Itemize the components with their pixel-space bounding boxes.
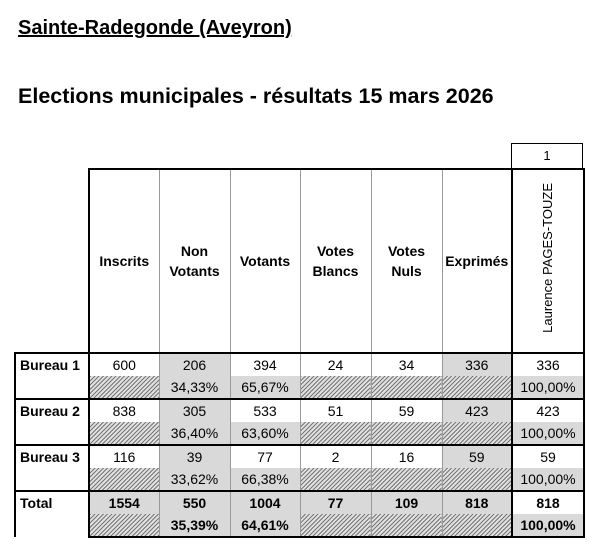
hatched-cell [88, 422, 160, 445]
table-row: Bureau 3 116 39 77 2 16 59 59 [14, 444, 585, 491]
row-label: Bureau 3 [14, 444, 90, 491]
header-votes-blancs: Votes Blancs [299, 168, 372, 354]
cell-inscrits: 1554 [88, 490, 160, 514]
row-label: Bureau 2 [14, 398, 90, 445]
cell-nuls: 109 [370, 490, 443, 514]
header-votants: Votants [229, 168, 301, 354]
header-non-votants: Non Votants [158, 168, 231, 354]
hatched-cell [299, 422, 372, 445]
cell-candidate-pct: 100,00% [511, 376, 585, 399]
cell-votants-pct: 63,60% [229, 422, 301, 445]
cell-non-votants: 39 [158, 444, 231, 468]
cell-candidate: 818 [511, 490, 585, 514]
candidate-number: 1 [511, 143, 583, 169]
cell-non-votants-pct: 34,33% [158, 376, 231, 399]
cell-votants: 394 [229, 352, 301, 376]
cell-blancs: 51 [299, 398, 372, 422]
row-label: Bureau 1 [14, 352, 90, 399]
cell-non-votants: 550 [158, 490, 231, 514]
hatched-cell [88, 468, 160, 491]
cell-candidate-pct: 100,00% [511, 468, 585, 491]
hatched-cell [441, 514, 513, 538]
hatched-cell [370, 422, 443, 445]
cell-inscrits: 838 [88, 398, 160, 422]
cell-non-votants-pct: 33,62% [158, 468, 231, 491]
cell-candidate-pct: 100,00% [511, 422, 585, 445]
hatched-cell [370, 468, 443, 491]
cell-votants-pct: 66,38% [229, 468, 301, 491]
cell-candidate: 423 [511, 398, 585, 422]
header-exprimes: Exprimés [441, 168, 513, 354]
cell-nuls: 16 [370, 444, 443, 468]
cell-blancs: 2 [299, 444, 372, 468]
table-row: Total 1554 550 1004 77 109 818 818 [14, 490, 585, 537]
cell-candidate-pct: 100,00% [511, 514, 585, 538]
table-subrow: 36,40% 63,60% 100,00% [15, 422, 585, 445]
commune-title: Sainte-Radegonde (Aveyron) [18, 17, 292, 39]
cell-votants-pct: 64,61% [229, 514, 301, 538]
table-subrow: 34,33% 65,67% 100,00% [15, 376, 585, 399]
cell-non-votants: 305 [158, 398, 231, 422]
row-label: Total [14, 490, 90, 537]
cell-non-votants-pct: 36,40% [158, 422, 231, 445]
hatched-cell [370, 514, 443, 538]
hatched-cell [441, 468, 513, 491]
empty-corner [15, 169, 89, 353]
hatched-cell [441, 376, 513, 399]
table-subrow: 35,39% 64,61% 100,00% [15, 514, 585, 538]
cell-votants-pct: 65,67% [229, 376, 301, 399]
cell-candidate: 59 [511, 444, 585, 468]
table-subrow: 33,62% 66,38% 100,00% [15, 468, 585, 491]
cell-nuls: 34 [370, 352, 443, 376]
hatched-cell [299, 376, 372, 399]
header-candidate: Laurence PAGES-TOUZE [511, 168, 585, 354]
hatched-cell [88, 514, 160, 538]
hatched-cell [88, 376, 160, 399]
cell-votants: 533 [229, 398, 301, 422]
cell-inscrits: 116 [88, 444, 160, 468]
cell-non-votants: 206 [158, 352, 231, 376]
hatched-cell [370, 376, 443, 399]
cell-non-votants-pct: 35,39% [158, 514, 231, 538]
hatched-cell [441, 422, 513, 445]
cell-exprimes: 336 [441, 352, 513, 376]
cell-votants: 1004 [229, 490, 301, 514]
table-row: Bureau 1 600 206 394 24 34 336 336 [14, 352, 585, 399]
table-row: Bureau 2 838 305 533 51 59 423 423 [14, 398, 585, 445]
cell-exprimes: 818 [441, 490, 513, 514]
cell-votants: 77 [229, 444, 301, 468]
cell-exprimes: 59 [441, 444, 513, 468]
hatched-cell [299, 514, 372, 538]
cell-blancs: 24 [299, 352, 372, 376]
cell-nuls: 59 [370, 398, 443, 422]
header-inscrits: Inscrits [88, 168, 160, 354]
header-votes-nuls: Votes Nuls [370, 168, 443, 354]
results-table: Inscrits Non Votants Votants Votes Blancs … [14, 168, 585, 538]
hatched-cell [299, 468, 372, 491]
election-subtitle: Elections municipales - résultats 15 mar… [18, 84, 494, 108]
cell-exprimes: 423 [441, 398, 513, 422]
cell-blancs: 77 [299, 490, 372, 514]
cell-inscrits: 600 [88, 352, 160, 376]
cell-candidate: 336 [511, 352, 585, 376]
